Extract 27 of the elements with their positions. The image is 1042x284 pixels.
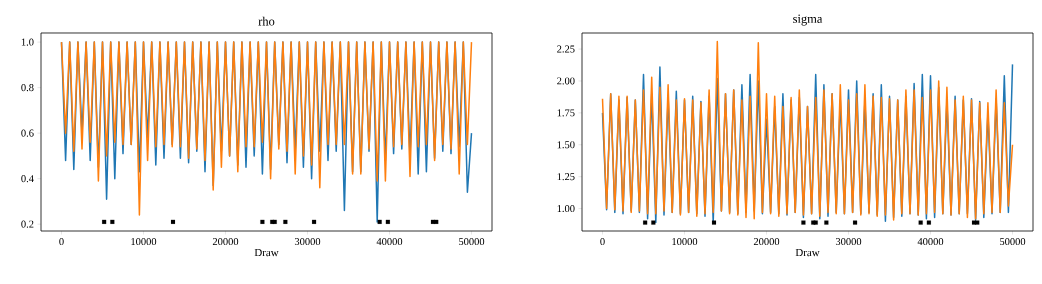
x-tick-label: 20000 <box>212 238 239 246</box>
y-tick-label: 0.8 <box>21 84 34 92</box>
x-tick-label: 50000 <box>459 238 485 246</box>
x-tick-label: 30000 <box>835 238 862 246</box>
x-axis-title: Draw <box>254 248 279 257</box>
x-tick-label: 10000 <box>672 238 698 246</box>
x-tick-label: 20000 <box>753 238 780 246</box>
x-tick-label: 50000 <box>1000 238 1026 246</box>
y-tick-label: 1.0 <box>21 38 34 46</box>
y-tick-label: 1.25 <box>557 173 575 181</box>
y-tick-label: 1.00 <box>557 205 575 213</box>
x-tick-label: 30000 <box>294 238 321 246</box>
x-tick-label: 0 <box>59 238 64 246</box>
x-axis-title: Draw <box>795 248 820 257</box>
y-tick-label: 1.75 <box>557 109 575 117</box>
x-tick-label: 10000 <box>131 238 157 246</box>
x-tick-label: 0 <box>600 238 605 246</box>
y-tick-label: 2.00 <box>557 77 575 85</box>
chart-title: sigma <box>793 14 823 26</box>
chart-title: rho <box>258 16 275 26</box>
y-tick-label: 2.25 <box>557 45 575 53</box>
x-tick-label: 40000 <box>917 238 944 246</box>
x-tick-label: 40000 <box>376 238 403 246</box>
y-tick-label: 0.2 <box>21 220 34 228</box>
y-tick-label: 0.6 <box>21 129 34 137</box>
y-tick-label: 0.4 <box>21 175 34 183</box>
y-tick-label: 1.50 <box>557 141 575 149</box>
